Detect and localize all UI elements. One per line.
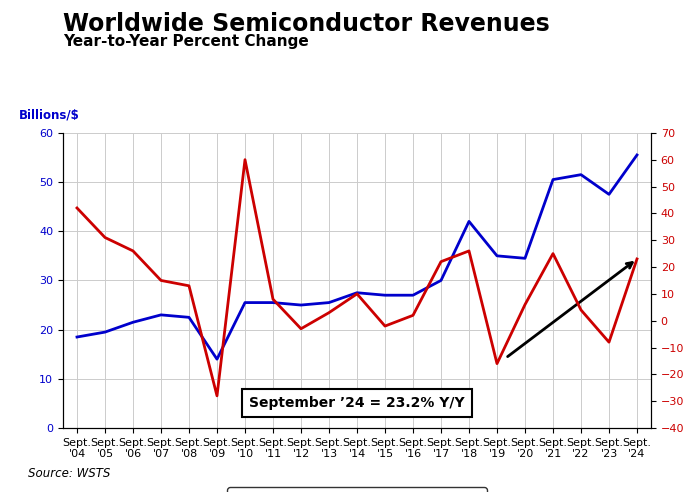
Text: September ’24 = 23.2% Y/Y: September ’24 = 23.2% Y/Y	[249, 397, 465, 410]
Text: Billions/$: Billions/$	[19, 108, 80, 121]
Legend: Revenue, Y/Y % Change: Revenue, Y/Y % Change	[228, 488, 486, 492]
Text: Year-to-Year Percent Change: Year-to-Year Percent Change	[63, 34, 309, 49]
Text: Worldwide Semiconductor Revenues: Worldwide Semiconductor Revenues	[63, 12, 550, 36]
Text: Source: WSTS: Source: WSTS	[28, 467, 111, 480]
